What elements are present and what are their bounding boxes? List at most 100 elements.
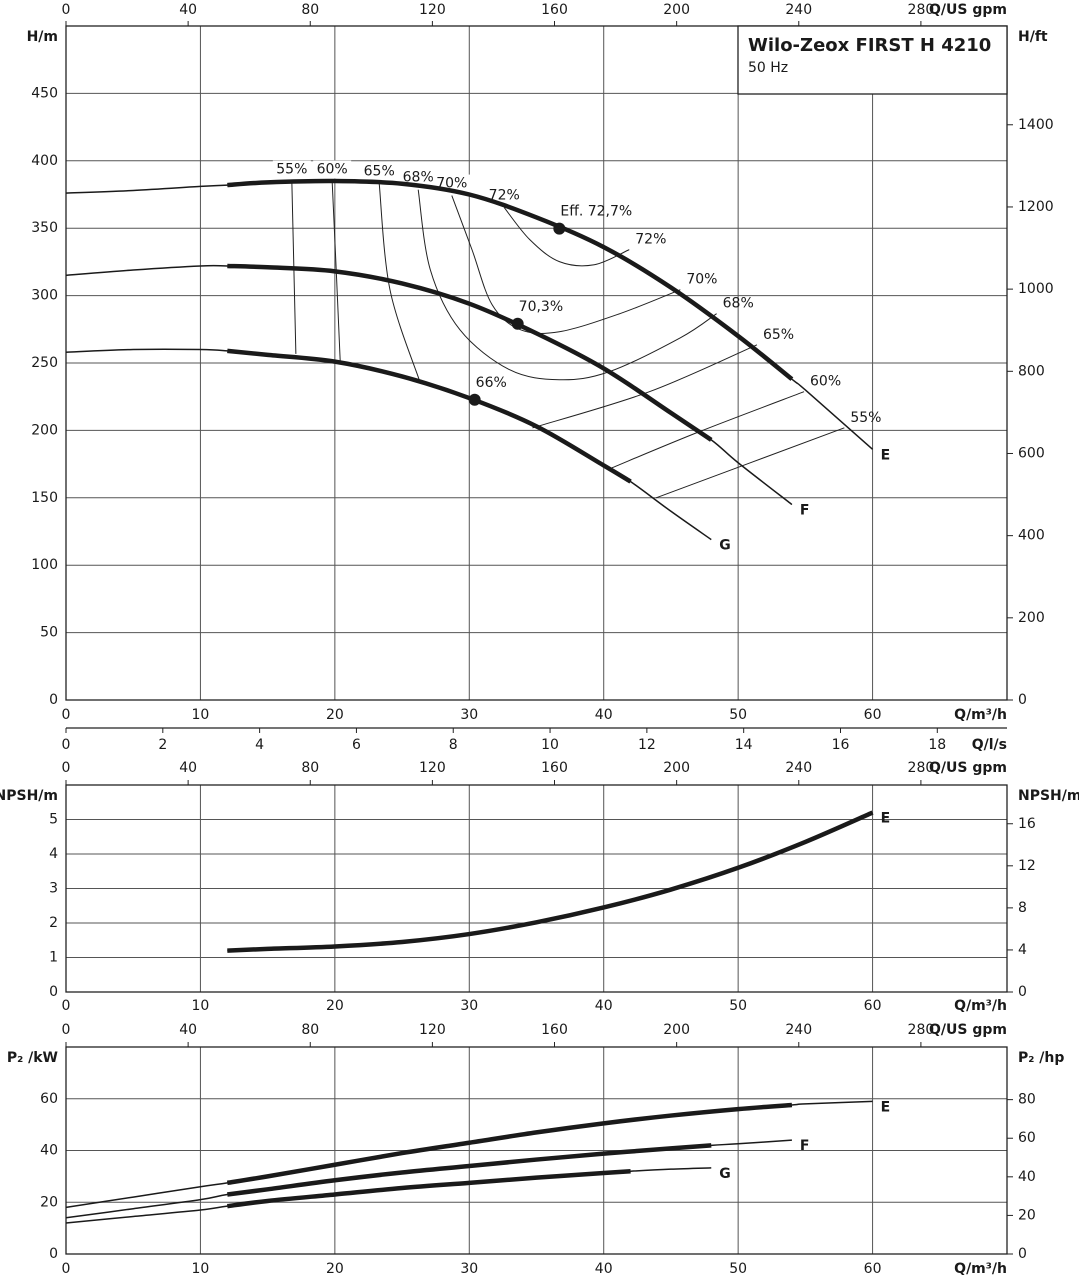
curve-line	[65, 348, 712, 541]
curve-operating-range	[227, 1168, 631, 1209]
plot-frame	[65, 784, 1008, 993]
x2-tick-label: 120	[419, 2, 446, 18]
iso-efficiency-label: 68%	[403, 170, 434, 186]
x3-tick-label: 6	[352, 737, 361, 753]
y2-tick-label: 600	[1018, 445, 1045, 461]
x3-tick-label: 0	[62, 737, 71, 753]
x2-tick-label: 80	[301, 1022, 319, 1038]
x2-tick-label: 280	[908, 1022, 935, 1038]
curve-operating-range	[227, 1143, 712, 1197]
x-tick-label: 30	[460, 1261, 478, 1277]
x2-tick-label: 0	[62, 760, 71, 776]
y2-axis-title: H/ft	[1018, 29, 1048, 45]
x2-tick-label: 80	[301, 760, 319, 776]
y-tick-label: 0	[49, 1246, 58, 1262]
x2-tick-label: 0	[62, 1022, 71, 1038]
x3-tick-label: 14	[735, 737, 753, 753]
iso-efficiency-label: 72%	[635, 232, 666, 248]
curve-operating-range	[227, 263, 713, 442]
x2-tick-label: 120	[419, 1022, 446, 1038]
y-tick-label: 0	[49, 692, 58, 708]
x3-tick-label: 10	[541, 737, 559, 753]
x-tick-label: 40	[595, 998, 613, 1014]
efficiency-point-label: Eff. 72,7%	[560, 204, 632, 220]
y2-tick-label: 200	[1018, 610, 1045, 626]
x-tick-label: 50	[729, 707, 747, 723]
x2-axis-title: Q/US gpm	[929, 2, 1007, 18]
x2-tick-label: 40	[179, 1022, 197, 1038]
y2-axis-title: NPSH/m	[1018, 788, 1079, 804]
chart-title: Wilo-Zeox FIRST H 4210	[748, 35, 991, 56]
plot-frame	[65, 25, 1008, 701]
curve-operating-range	[226, 1102, 793, 1186]
iso-efficiency-label: 72%	[489, 188, 520, 204]
x-tick-label: 40	[595, 707, 613, 723]
x2-tick-label: 160	[541, 1022, 568, 1038]
y-tick-label: 150	[31, 490, 58, 506]
x2-tick-label: 280	[908, 2, 935, 18]
x3-tick-label: 16	[832, 737, 850, 753]
x-tick-label: 10	[192, 707, 210, 723]
iso-efficiency-line	[417, 189, 717, 381]
y2-tick-label: 4	[1018, 942, 1027, 958]
y2-tick-label: 400	[1018, 528, 1045, 544]
x-tick-label: 10	[192, 998, 210, 1014]
x-axis-title: Q/m³/h	[954, 1261, 1007, 1277]
x2-tick-label: 160	[541, 760, 568, 776]
iso-efficiency-line	[378, 183, 421, 381]
x3-tick-label: 8	[449, 737, 458, 753]
x-tick-label: 10	[192, 1261, 210, 1277]
y-tick-label: 3	[49, 881, 58, 897]
x-tick-label: 60	[864, 707, 882, 723]
title-box	[737, 25, 1008, 95]
x-tick-label: 20	[326, 998, 344, 1014]
efficiency-point-label: 66%	[476, 375, 507, 391]
iso-efficiency-label: 55%	[276, 162, 307, 178]
x-tick-label: 60	[864, 1261, 882, 1277]
x-axis-title: Q/m³/h	[954, 707, 1007, 723]
y2-tick-label: 0	[1018, 1246, 1027, 1262]
curve-operating-range	[227, 348, 632, 484]
x2-tick-label: 240	[785, 2, 812, 18]
label-bg	[272, 160, 311, 179]
y-tick-label: 1	[49, 950, 58, 966]
y-axis-title: P₂ /kW	[7, 1050, 58, 1066]
curve-line	[227, 811, 873, 952]
y-tick-label: 250	[31, 355, 58, 371]
iso-efficiency-line	[503, 207, 630, 267]
y2-tick-label: 20	[1018, 1207, 1036, 1223]
y-tick-label: 2	[49, 915, 58, 931]
curve-label: F	[800, 1138, 810, 1154]
plot-frame	[65, 1046, 1008, 1255]
iso-efficiency-line	[532, 344, 758, 429]
iso-efficiency-label: 55%	[850, 410, 881, 426]
x3-tick-label: 12	[638, 737, 656, 753]
efficiency-point-label: 70,3%	[519, 299, 563, 315]
y2-tick-label: 60	[1018, 1130, 1036, 1146]
x-axis-title: Q/m³/h	[954, 998, 1007, 1014]
label-bg	[313, 160, 352, 179]
curve-label: E	[881, 447, 891, 463]
y2-tick-label: 0	[1018, 692, 1027, 708]
x2-tick-label: 80	[301, 2, 319, 18]
x3-tick-label: 18	[928, 737, 946, 753]
x-tick-label: 0	[62, 1261, 71, 1277]
y-tick-label: 5	[49, 812, 58, 828]
y-axis-title: NPSH/m	[0, 788, 58, 804]
x2-tick-label: 240	[785, 1022, 812, 1038]
x2-axis-title: Q/US gpm	[929, 1022, 1007, 1038]
x2-tick-label: 280	[908, 760, 935, 776]
y-tick-label: 20	[40, 1194, 58, 1210]
x3-axis-title: Q/l/s	[972, 737, 1007, 753]
iso-efficiency-label: 68%	[723, 296, 754, 312]
y-tick-label: 60	[40, 1091, 58, 1107]
curve-label: G	[719, 538, 731, 554]
y-tick-label: 400	[31, 153, 58, 169]
y-tick-label: 200	[31, 422, 58, 438]
x2-tick-label: 120	[419, 760, 446, 776]
curve-line	[65, 1139, 792, 1219]
y2-tick-label: 8	[1018, 900, 1027, 916]
iso-efficiency-label: 60%	[317, 162, 348, 178]
curve-label: E	[881, 811, 891, 827]
